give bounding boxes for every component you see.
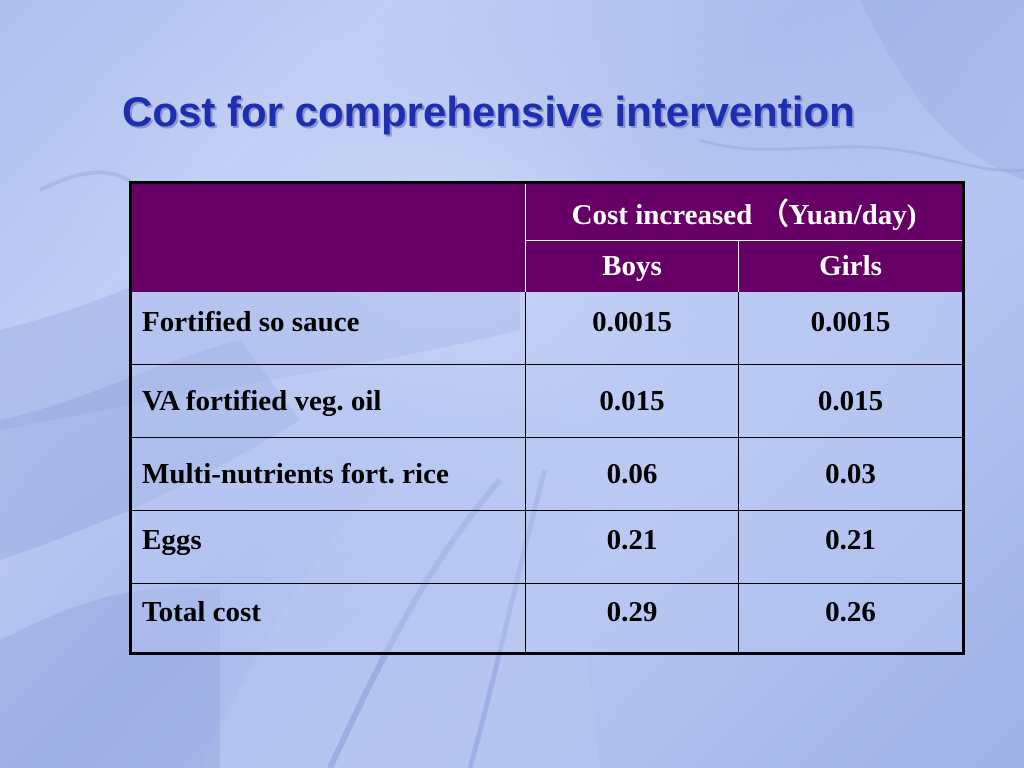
row-girls-value: 0.21 (825, 523, 876, 556)
table-row (132, 438, 962, 510)
row-boys-value: 0.015 (599, 384, 665, 417)
row-boys-value: 0.06 (606, 457, 658, 490)
row-girls-value: 0.26 (825, 595, 876, 628)
table-row (132, 511, 962, 583)
row-girls-value: 0.03 (825, 457, 876, 490)
row-label: Total cost (142, 595, 261, 628)
row-label: Fortified so sauce (142, 305, 360, 338)
slide-title: Cost for comprehensive intervention (122, 88, 855, 135)
table-row (132, 292, 962, 364)
row-boys-value: 0.29 (606, 595, 658, 628)
header-corner-cell (132, 184, 526, 292)
row-boys-value: 0.21 (606, 523, 658, 556)
header-cost-increased: Cost increased （Yuan/day) (526, 184, 962, 240)
table-row (132, 584, 962, 652)
row-girls-value: 0.015 (817, 384, 884, 417)
header-girls: Girls (739, 241, 962, 292)
table-row (132, 365, 962, 437)
row-label: Multi-nutrients fort. rice (142, 457, 449, 490)
row-boys-value: 0.0015 (592, 305, 672, 338)
row-label: VA fortified veg. oil (142, 384, 382, 417)
row-girls-value: 0.0015 (810, 305, 891, 338)
header-boys: Boys (526, 241, 738, 292)
cost-table: Cost increased （Yuan/day) Boys Girls For… (129, 181, 965, 655)
row-label: Eggs (142, 523, 202, 556)
